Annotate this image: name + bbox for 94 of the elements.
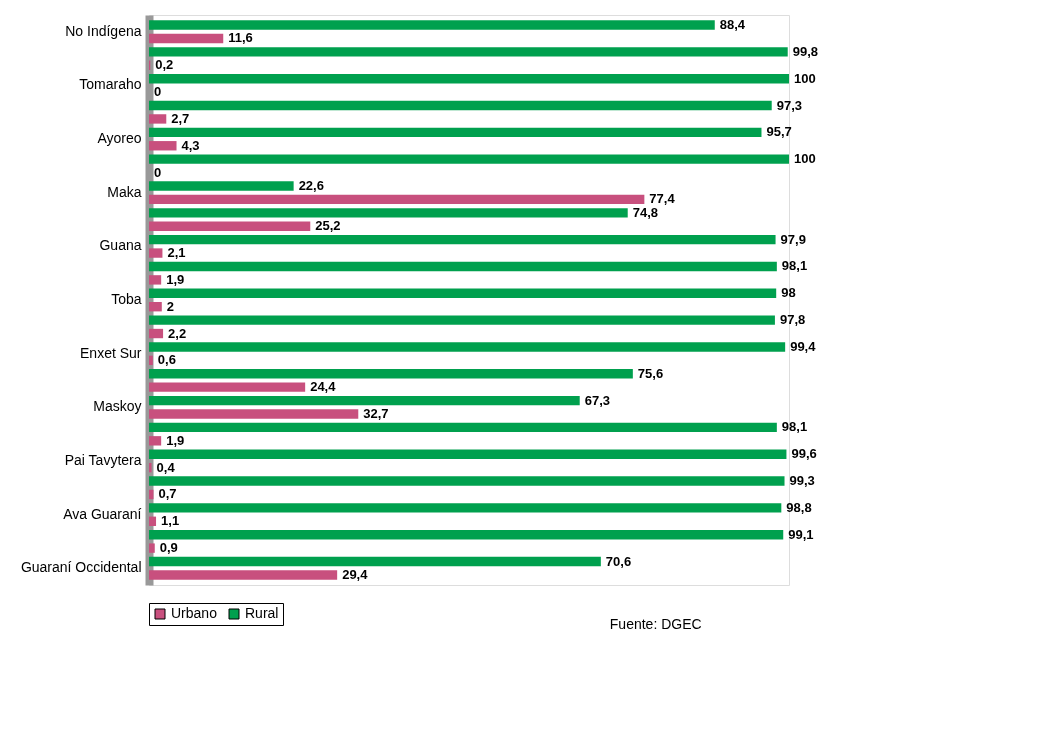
bar — [149, 462, 152, 473]
data-label: 100 — [794, 70, 816, 86]
y-tick-label: Ayoreo — [97, 130, 142, 147]
bar — [149, 409, 359, 419]
bar — [149, 275, 162, 285]
bar — [149, 556, 601, 567]
data-label: 70,6 — [605, 553, 632, 569]
bar — [149, 181, 294, 191]
data-label: 67,3 — [584, 392, 611, 408]
bar — [149, 194, 645, 205]
bar — [149, 503, 782, 513]
data-label: 0,2 — [155, 57, 174, 73]
data-label: 0,9 — [159, 540, 178, 556]
bar — [149, 315, 775, 325]
y-tick-label: Guaraní Occidental — [20, 559, 142, 576]
data-label: 77,4 — [649, 191, 676, 207]
bar — [149, 543, 155, 553]
bar — [149, 127, 762, 138]
data-label: 0 — [154, 84, 162, 100]
bar — [149, 422, 777, 433]
data-label: 0,7 — [158, 486, 177, 502]
data-label: 2,7 — [171, 110, 190, 126]
y-tick-label: Tomaraho — [79, 76, 142, 93]
data-label: 32,7 — [363, 406, 389, 421]
y-tick-label: No Indígena — [65, 22, 142, 39]
bar — [149, 141, 177, 151]
data-label: 0,4 — [156, 459, 176, 475]
bar — [149, 154, 789, 164]
bar — [149, 20, 715, 30]
data-label: 0,6 — [157, 352, 176, 368]
data-label: 1,1 — [161, 513, 180, 529]
bar — [149, 369, 633, 379]
data-label: 29,4 — [342, 566, 369, 582]
bar — [149, 302, 162, 312]
data-label: 74,8 — [632, 204, 659, 220]
data-label: 97,3 — [776, 97, 803, 113]
bar — [149, 382, 306, 392]
bar — [149, 261, 777, 272]
legend-label: Rural — [245, 605, 279, 621]
data-label: 97,8 — [779, 312, 806, 328]
data-label: 98,1 — [781, 419, 808, 435]
bar — [149, 530, 784, 540]
bar — [149, 328, 164, 339]
bar — [149, 114, 167, 124]
bar — [149, 248, 163, 258]
bar — [149, 288, 777, 298]
bar — [149, 516, 157, 526]
data-label: 95,7 — [766, 124, 792, 140]
source-note: Fuente: DGEC — [609, 616, 702, 632]
data-label: 24,4 — [310, 379, 337, 395]
y-tick-label: Toba — [111, 291, 142, 307]
bar — [149, 33, 224, 44]
bar — [149, 100, 772, 111]
data-label: 75,6 — [637, 365, 664, 381]
data-label: 99,6 — [791, 446, 817, 462]
data-label: 98 — [781, 285, 796, 301]
data-label: 2,1 — [167, 245, 186, 261]
data-label: 99,4 — [790, 338, 817, 354]
data-label: 25,2 — [315, 218, 341, 234]
data-label: 4,3 — [181, 137, 200, 153]
bar — [149, 234, 776, 245]
y-tick-label: Maka — [107, 183, 142, 200]
data-label: 100 — [794, 151, 816, 167]
data-label: 98,1 — [781, 258, 808, 274]
y-tick-label: Maskoy — [93, 398, 142, 415]
legend-label: Urbano — [171, 605, 218, 621]
data-label: 97,9 — [780, 231, 806, 247]
data-label: 88,4 — [719, 17, 746, 33]
bar — [149, 355, 153, 366]
bar — [149, 47, 788, 57]
data-label: 1,9 — [166, 432, 185, 448]
y-tick-label: Guana — [99, 237, 142, 254]
bar — [149, 342, 786, 352]
data-label: 2,2 — [168, 325, 187, 341]
bar — [149, 208, 628, 218]
bar — [149, 476, 785, 486]
data-label: 99,3 — [789, 473, 815, 489]
bar — [149, 395, 580, 406]
data-label: 1,9 — [166, 271, 185, 287]
data-label: 99,8 — [792, 43, 819, 59]
bar — [149, 436, 162, 446]
data-label: 0 — [154, 164, 162, 180]
bar — [149, 74, 789, 84]
y-tick-label: Pai Tavytera — [64, 451, 142, 468]
data-label: 99,1 — [788, 526, 814, 542]
bar — [149, 221, 311, 231]
data-label: 22,6 — [298, 178, 324, 193]
data-label: 2 — [166, 298, 175, 314]
y-tick-label: Enxet Sur — [80, 344, 142, 361]
data-label: 98,8 — [786, 499, 812, 515]
data-label: 11,6 — [228, 30, 253, 46]
y-tick-label: Ava Guaraní — [63, 505, 142, 522]
bar — [149, 570, 338, 580]
bar — [149, 449, 787, 459]
